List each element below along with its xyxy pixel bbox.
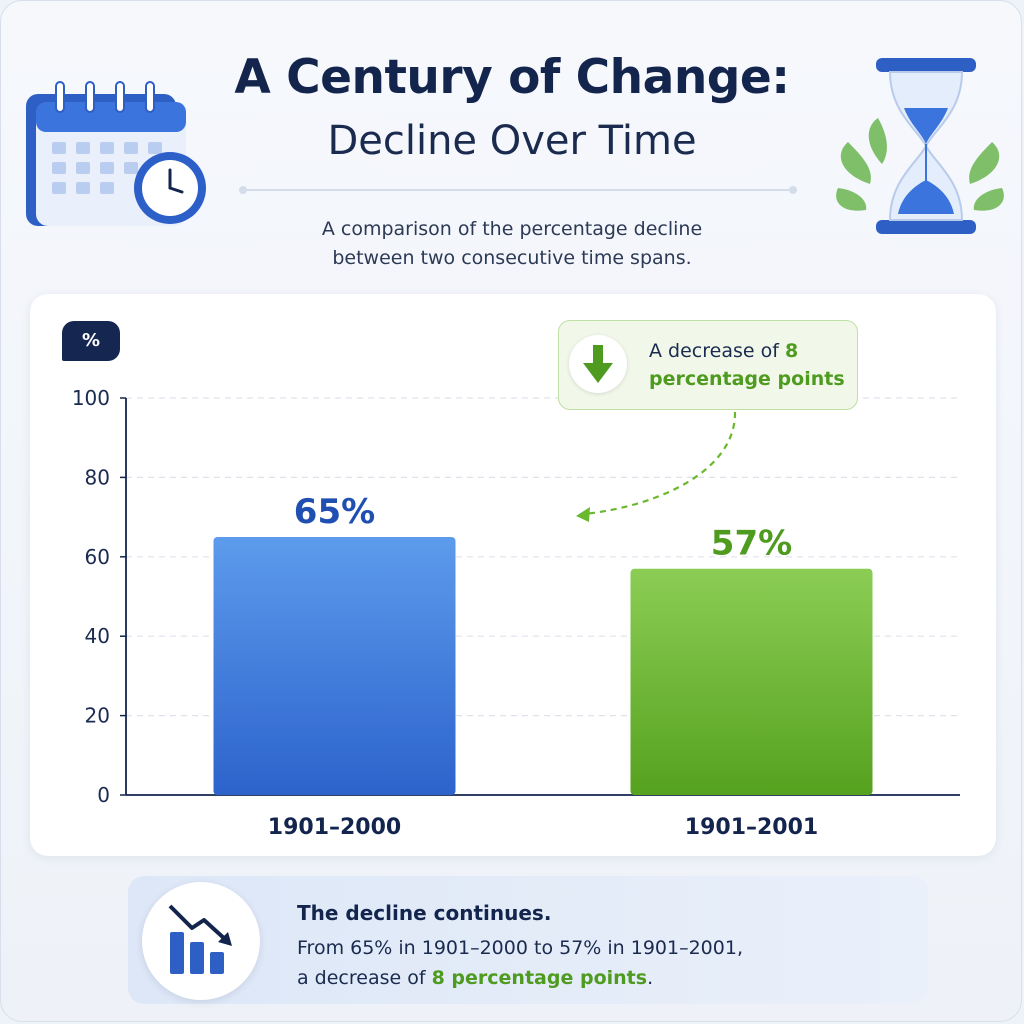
callout-connector-arrowhead (576, 507, 590, 522)
summary-line-2: a decrease of 8 percentage points. (297, 963, 897, 993)
arrow-down-icon (583, 345, 613, 383)
page-subtitle: A comparison of the percentage decline b… (212, 215, 812, 273)
callout-prefix: A decrease of (649, 340, 785, 362)
data-label-2: 57% (711, 524, 792, 564)
summary-banner (128, 876, 928, 1004)
y-axis-unit-badge: % (62, 321, 120, 361)
bar-1 (213, 536, 456, 795)
callout-connector-arrow (583, 411, 737, 516)
y-tick-label: 20 (85, 704, 110, 728)
x-category-label-2: 1901–2001 (685, 815, 818, 840)
subtitle-line-2: between two consecutive time spans. (332, 247, 692, 269)
title-divider (239, 186, 797, 194)
callout-highlight: 8 percentage points (649, 340, 845, 390)
bar-2 (630, 568, 873, 795)
summary-icon-badge (142, 882, 260, 1000)
decrease-callout: A decrease of 8 percentage points (558, 320, 858, 410)
data-label-1: 65% (294, 492, 375, 532)
subtitle-line-1: A comparison of the percentage decline (321, 218, 703, 240)
summary-heading: The decline continues. (297, 901, 552, 925)
summary-highlight: 8 percentage points (431, 967, 648, 989)
page-title: A Century of Change: (234, 50, 790, 105)
summary-text: From 65% in 1901–2000 to 57% in 1901–200… (297, 933, 897, 993)
x-category-label-1: 1901–2000 (268, 815, 401, 840)
y-tick-label: 0 (97, 783, 110, 807)
bar-chart-decline-icon (168, 904, 232, 974)
summary-line-2-suffix: . (647, 967, 654, 989)
page-title-secondary: Decline Over Time (327, 118, 697, 164)
y-tick-label: 100 (72, 386, 110, 410)
y-tick-label: 40 (85, 624, 110, 648)
summary-line-2-prefix: a decrease of (297, 967, 432, 989)
y-tick-label: 60 (85, 545, 110, 569)
summary-line-1: From 65% in 1901–2000 to 57% in 1901–200… (297, 937, 743, 959)
y-tick-label: 80 (85, 465, 110, 489)
arrow-down-icon-badge (569, 335, 627, 393)
callout-text: A decrease of 8 percentage points (649, 337, 854, 393)
hourglass-plant-icon (836, 58, 1004, 234)
calendar-clock-icon (26, 81, 206, 226)
